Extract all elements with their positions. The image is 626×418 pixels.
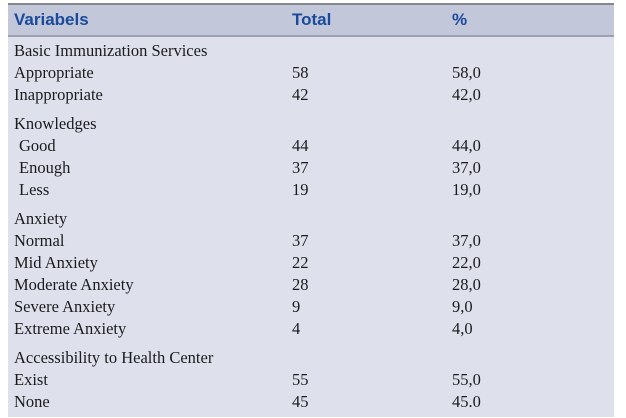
results-table: Variabels Total % Basic Immunization Ser…	[8, 3, 614, 417]
section-row-basic-immunization: Basic Immunization Services	[8, 40, 614, 62]
row-percent	[452, 208, 614, 230]
row-label: Exist	[14, 370, 48, 389]
row-total: 55	[292, 370, 309, 389]
row-percent	[452, 347, 614, 369]
row-percent: 45.0	[452, 392, 481, 411]
row-percent: 37,0	[452, 231, 481, 250]
column-header-variabels: Variabels	[14, 10, 89, 29]
row-label: Normal	[14, 231, 65, 250]
table-top-rule	[8, 3, 614, 5]
row-total: 19	[292, 180, 309, 199]
table-row-appropriate: Appropriate 58 58,0	[8, 62, 614, 84]
row-total: 9	[292, 297, 301, 316]
table-row-extreme-anxiety: Extreme Anxiety 4 4,0	[8, 318, 614, 340]
row-total	[292, 208, 452, 230]
row-total: 44	[292, 136, 309, 155]
table-row-normal: Normal 37 37,0	[8, 230, 614, 252]
row-total	[292, 40, 452, 62]
row-total: 4	[292, 319, 301, 338]
table-row-moderate-anxiety: Moderate Anxiety 28 28,0	[8, 274, 614, 296]
row-label: None	[14, 392, 50, 411]
section-row-accessibility: Accessibility to Health Center	[8, 347, 614, 369]
row-label: Severe Anxiety	[14, 297, 116, 316]
table-row-exist: Exist 55 55,0	[8, 369, 614, 391]
table-row-mid-anxiety: Mid Anxiety 22 22,0	[8, 252, 614, 274]
row-total: 45	[292, 392, 309, 411]
row-percent	[452, 113, 614, 135]
section-row-anxiety: Anxiety	[8, 208, 614, 230]
row-total: 42	[292, 85, 309, 104]
row-percent: 37,0	[452, 158, 481, 177]
table-header-row: Variabels Total %	[8, 5, 614, 37]
row-percent: 19,0	[452, 180, 481, 199]
row-label: Mid Anxiety	[14, 253, 98, 272]
row-percent: 28,0	[452, 275, 481, 294]
table-body: Basic Immunization Services Appropriate …	[8, 37, 614, 417]
row-label: Enough	[19, 158, 71, 177]
table-row-good: Good 44 44,0	[8, 135, 614, 157]
row-total: 58	[292, 63, 309, 82]
row-label: Anxiety	[14, 209, 68, 228]
row-percent: 9,0	[452, 297, 473, 316]
row-total: 28	[292, 275, 309, 294]
table-row-severe-anxiety: Severe Anxiety 9 9,0	[8, 296, 614, 318]
row-label: Extreme Anxiety	[14, 319, 127, 338]
row-percent	[452, 40, 614, 62]
row-total	[292, 347, 452, 369]
table-row-inappropriate: Inappropriate 42 42,0	[8, 84, 614, 106]
row-label: Inappropriate	[14, 85, 103, 104]
table-row-less: Less 19 19,0	[8, 179, 614, 201]
row-total: 22	[292, 253, 309, 272]
row-percent: 44,0	[452, 136, 481, 155]
row-total: 37	[292, 158, 309, 177]
row-percent: 4,0	[452, 319, 473, 338]
table-row-enough: Enough 37 37,0	[8, 157, 614, 179]
row-percent: 58,0	[452, 63, 481, 82]
row-label: Less	[19, 180, 50, 199]
row-label: Moderate Anxiety	[14, 275, 134, 294]
row-label: Basic Immunization Services	[14, 41, 208, 60]
row-label: Good	[19, 136, 56, 155]
row-percent: 55,0	[452, 370, 481, 389]
row-total: 37	[292, 231, 309, 250]
row-percent: 42,0	[452, 85, 481, 104]
row-percent: 22,0	[452, 253, 481, 272]
row-label: Knowledges	[14, 114, 97, 133]
row-label: Accessibility to Health Center	[14, 348, 214, 367]
table-row-none: None 45 45.0	[8, 391, 614, 413]
column-header-percent: %	[452, 10, 468, 29]
row-label: Appropriate	[14, 63, 94, 82]
section-row-knowledges: Knowledges	[8, 113, 614, 135]
row-total	[292, 113, 452, 135]
column-header-total: Total	[292, 10, 332, 29]
